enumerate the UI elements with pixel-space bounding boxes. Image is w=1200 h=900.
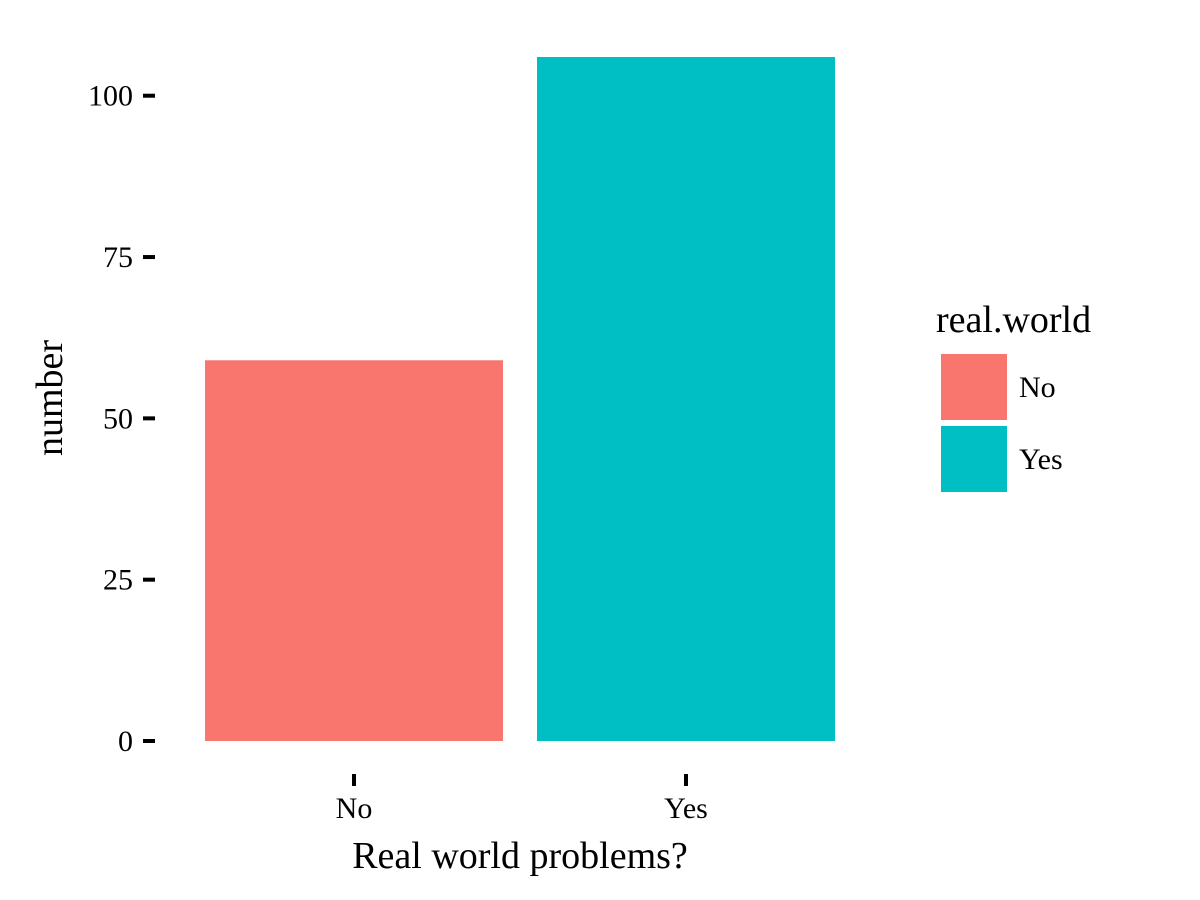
legend-items: No Yes xyxy=(941,354,1063,492)
bars xyxy=(205,57,835,741)
legend-swatch-no xyxy=(941,354,1007,420)
x-tick-label: Yes xyxy=(664,792,708,825)
bar-no xyxy=(205,360,503,741)
x-axis-title: Real world problems? xyxy=(352,835,688,877)
x-axis: No Yes xyxy=(336,774,708,825)
y-tick-label: 75 xyxy=(103,241,133,274)
legend: real.world No Yes xyxy=(936,299,1091,492)
y-tick-label: 0 xyxy=(118,725,133,758)
legend-title: real.world xyxy=(936,299,1091,341)
y-axis: 0 25 50 75 100 xyxy=(88,80,155,758)
y-tick-label: 50 xyxy=(103,402,133,435)
legend-label-yes: Yes xyxy=(1019,443,1063,476)
legend-label-no: No xyxy=(1019,371,1056,404)
y-tick-label: 100 xyxy=(88,80,133,113)
y-axis-title: number xyxy=(29,340,71,456)
y-tick-label: 25 xyxy=(103,564,133,597)
legend-swatch-yes xyxy=(941,426,1007,492)
x-tick-label: No xyxy=(336,792,373,825)
bar-yes xyxy=(537,57,835,741)
